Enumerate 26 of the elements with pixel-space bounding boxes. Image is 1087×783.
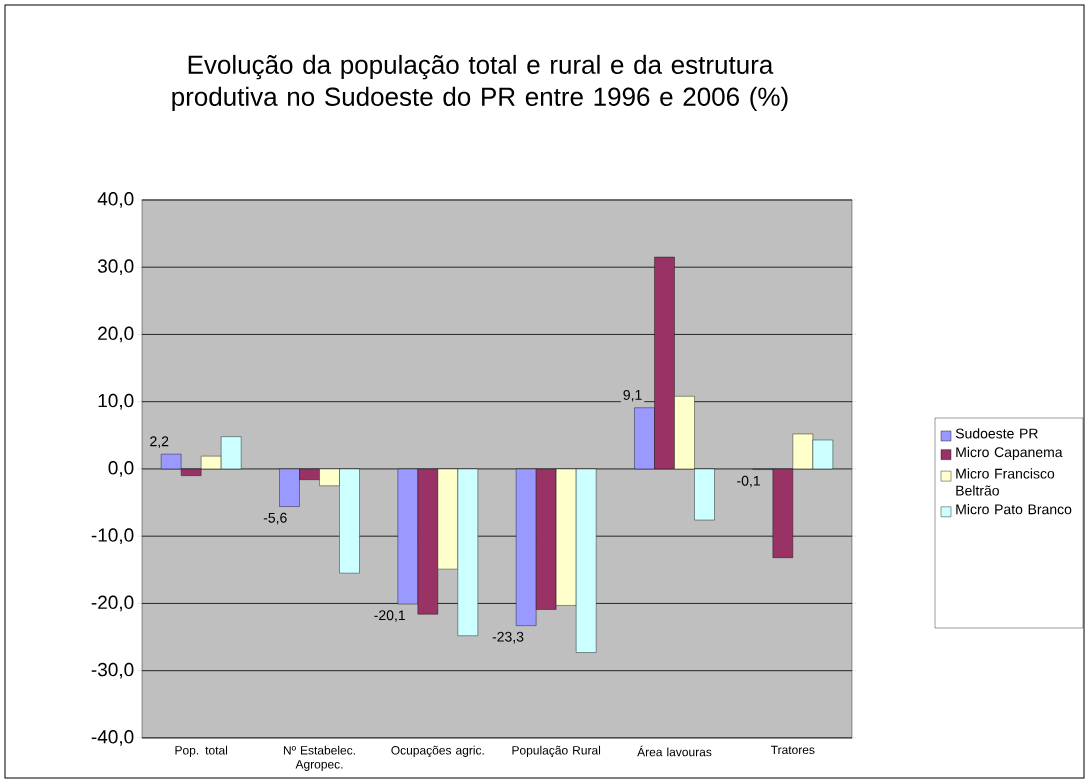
y-tick-label: -40,0 [91, 730, 134, 746]
x-tick-label: Nº Estabelec. Agropec. [283, 745, 355, 771]
data-label: -0,1 [737, 475, 760, 488]
data-label: -23,3 [492, 631, 524, 644]
legend-label: Micro Capanema [956, 446, 1063, 460]
y-tick-label: -10,0 [91, 528, 134, 545]
y-tick-label: 20,0 [98, 326, 134, 343]
data-label: 2,2 [150, 436, 169, 448]
y-tick-label: 40,0 [97, 192, 134, 208]
legend-label: Micro Francisco Beltrão [956, 468, 1055, 496]
x-tick-label: Área lavouras [637, 745, 712, 757]
legend-label: Sudoeste PR [955, 428, 1038, 439]
data-label: -20,1 [374, 610, 405, 622]
x-tick-label: Pop. total [175, 745, 228, 757]
legend-label: Micro Pato Branco [956, 503, 1072, 515]
y-tick-label: 10,0 [98, 393, 134, 410]
x-tick-label: Ocupações agric. [391, 745, 484, 757]
y-tick-label: 30,0 [97, 259, 134, 276]
y-tick-label: -20,0 [91, 595, 134, 612]
x-tick-label: Tratores [770, 745, 815, 755]
y-tick-label: -30,0 [91, 662, 134, 679]
y-tick-label: 0,0 [108, 461, 134, 477]
chart-title: Evolução da população total e rural e da estrutura produtiva no Sudoeste do PR entre 1996 e 2006 (%) [172, 54, 788, 112]
data-label: -5,6 [263, 512, 287, 525]
data-label: 9,1 [623, 389, 642, 402]
x-tick-label: População Rural [512, 745, 601, 757]
